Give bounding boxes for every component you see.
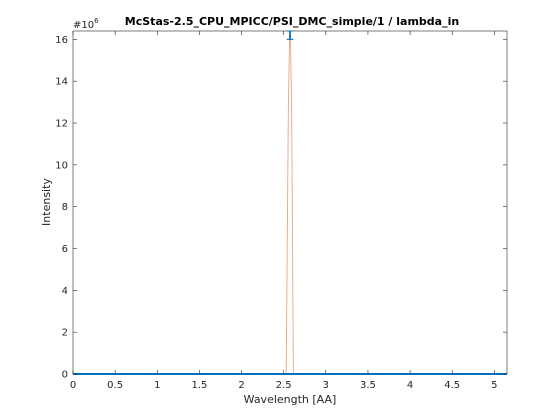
x-tick-label: 0 bbox=[70, 380, 76, 391]
y-tick-label: 16 bbox=[55, 35, 68, 46]
y-tick-label: 14 bbox=[55, 77, 68, 88]
x-axis-label: Wavelength [AA] bbox=[244, 393, 337, 406]
x-tick-label: 0.5 bbox=[107, 380, 123, 391]
plot-area bbox=[72, 30, 508, 375]
x-tick-label: 3.5 bbox=[360, 380, 376, 391]
y-multiplier-base: #10 bbox=[73, 20, 94, 31]
x-tick-label: 2.5 bbox=[276, 380, 292, 391]
x-tick-label: 4.5 bbox=[444, 380, 460, 391]
y-multiplier-exponent: 6 bbox=[94, 17, 99, 25]
y-tick-label: 12 bbox=[55, 119, 68, 130]
x-tick-label: 3 bbox=[323, 380, 329, 391]
ticks-layer: 0 0.5 1 1.5 2 2.5 3 3.5 4 4.5 5 0 2 4 6 8 10 12 14 16 bbox=[55, 31, 507, 391]
y-tick-label: 6 bbox=[62, 244, 68, 255]
y-tick-label: 2 bbox=[62, 328, 68, 339]
x-tick-label: 1 bbox=[154, 380, 160, 391]
series-layer bbox=[73, 30, 507, 375]
y-axis-label: Intensity bbox=[40, 178, 53, 226]
x-tick-label: 5 bbox=[491, 380, 497, 391]
axes-frame bbox=[72, 30, 508, 375]
error-bar bbox=[287, 30, 294, 40]
y-multiplier: #106 bbox=[73, 17, 99, 31]
y-tick-label: 10 bbox=[55, 160, 68, 171]
chart-title: McStas-2.5_CPU_MPICC/PSI_DMC_simple/1 / … bbox=[125, 15, 459, 28]
y-tick-label: 4 bbox=[62, 286, 68, 297]
y-tick-label: 8 bbox=[62, 202, 68, 213]
y-tick-label: 0 bbox=[62, 370, 68, 381]
x-tick-label: 2 bbox=[238, 380, 244, 391]
x-tick-label: 4 bbox=[407, 380, 413, 391]
x-tick-label: 1.5 bbox=[191, 380, 207, 391]
